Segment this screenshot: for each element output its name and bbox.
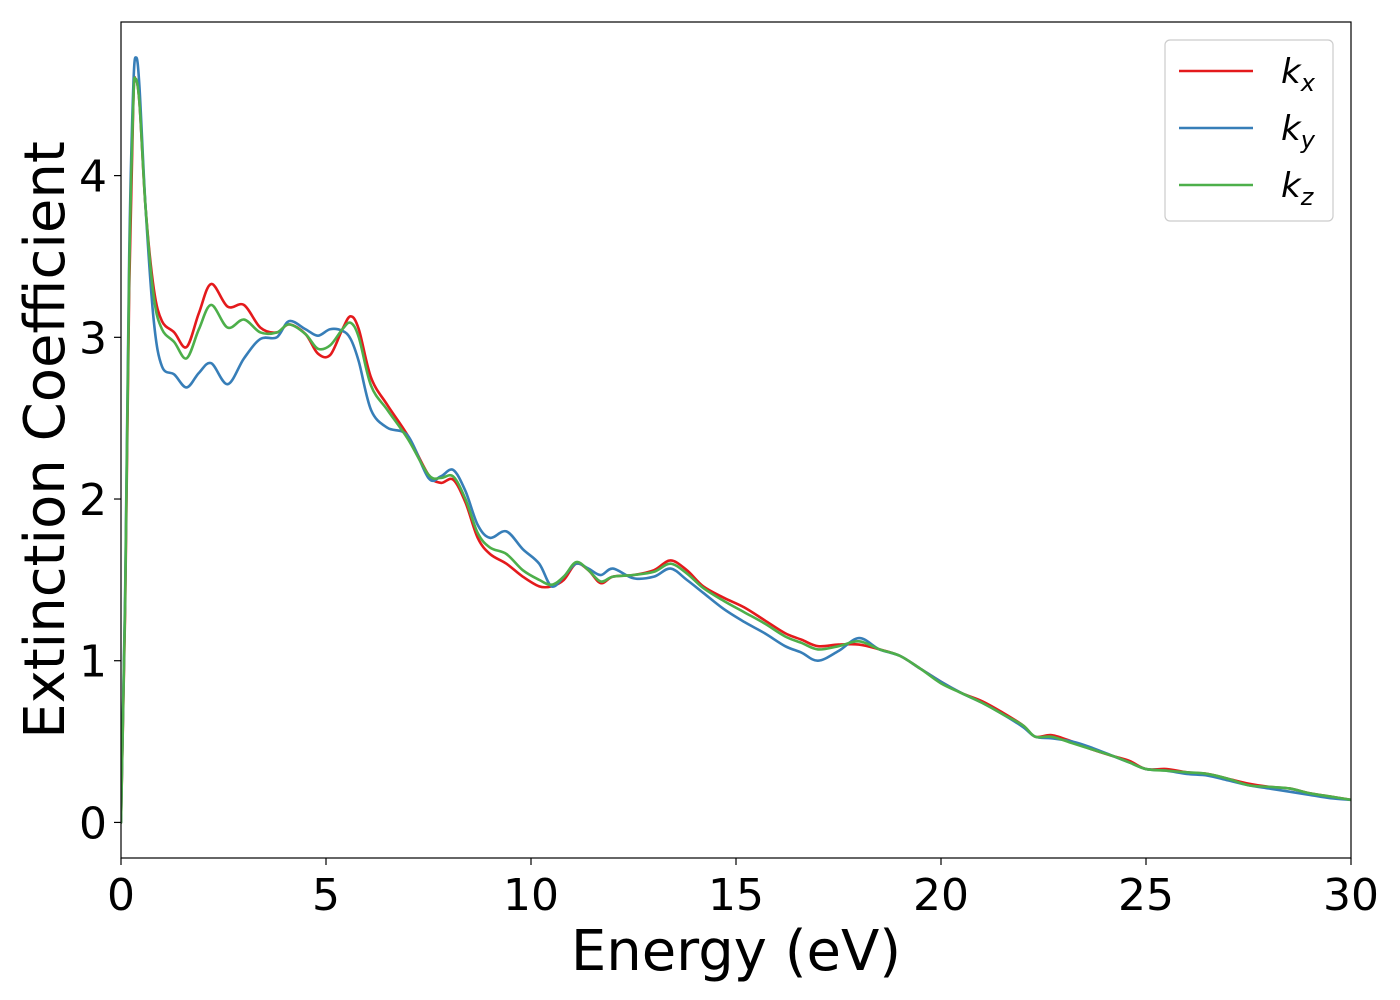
legend: kx ky kz [1164, 39, 1334, 222]
y-tick-label: 2 [79, 475, 107, 526]
x-tick-label: 5 [312, 870, 340, 921]
y-tick-label: 0 [79, 798, 107, 849]
legend-label: kx [1281, 52, 1316, 97]
legend-box [1164, 39, 1334, 222]
x-axis-label: Energy (eV) [571, 919, 901, 984]
y-ticks: 0 1 2 3 4 [79, 152, 121, 849]
x-tick-label: 10 [503, 870, 559, 921]
legend-label: ky [1281, 109, 1316, 154]
legend-label: kz [1281, 166, 1315, 211]
x-ticks: 0 5 10 15 20 25 30 [107, 858, 1379, 921]
x-tick-label: 25 [1118, 870, 1174, 921]
series-line-k-z [121, 76, 1351, 824]
series-layer [121, 56, 1351, 824]
x-tick-label: 20 [913, 870, 969, 921]
y-tick-label: 3 [79, 313, 107, 364]
y-tick-label: 1 [79, 637, 107, 688]
y-tick-label: 4 [79, 152, 107, 203]
x-tick-label: 15 [708, 870, 764, 921]
series-line-k-y [121, 56, 1351, 824]
x-tick-label: 0 [107, 870, 135, 921]
y-axis-label: Extinction Coefficient [13, 141, 78, 739]
x-tick-label: 30 [1323, 870, 1379, 921]
